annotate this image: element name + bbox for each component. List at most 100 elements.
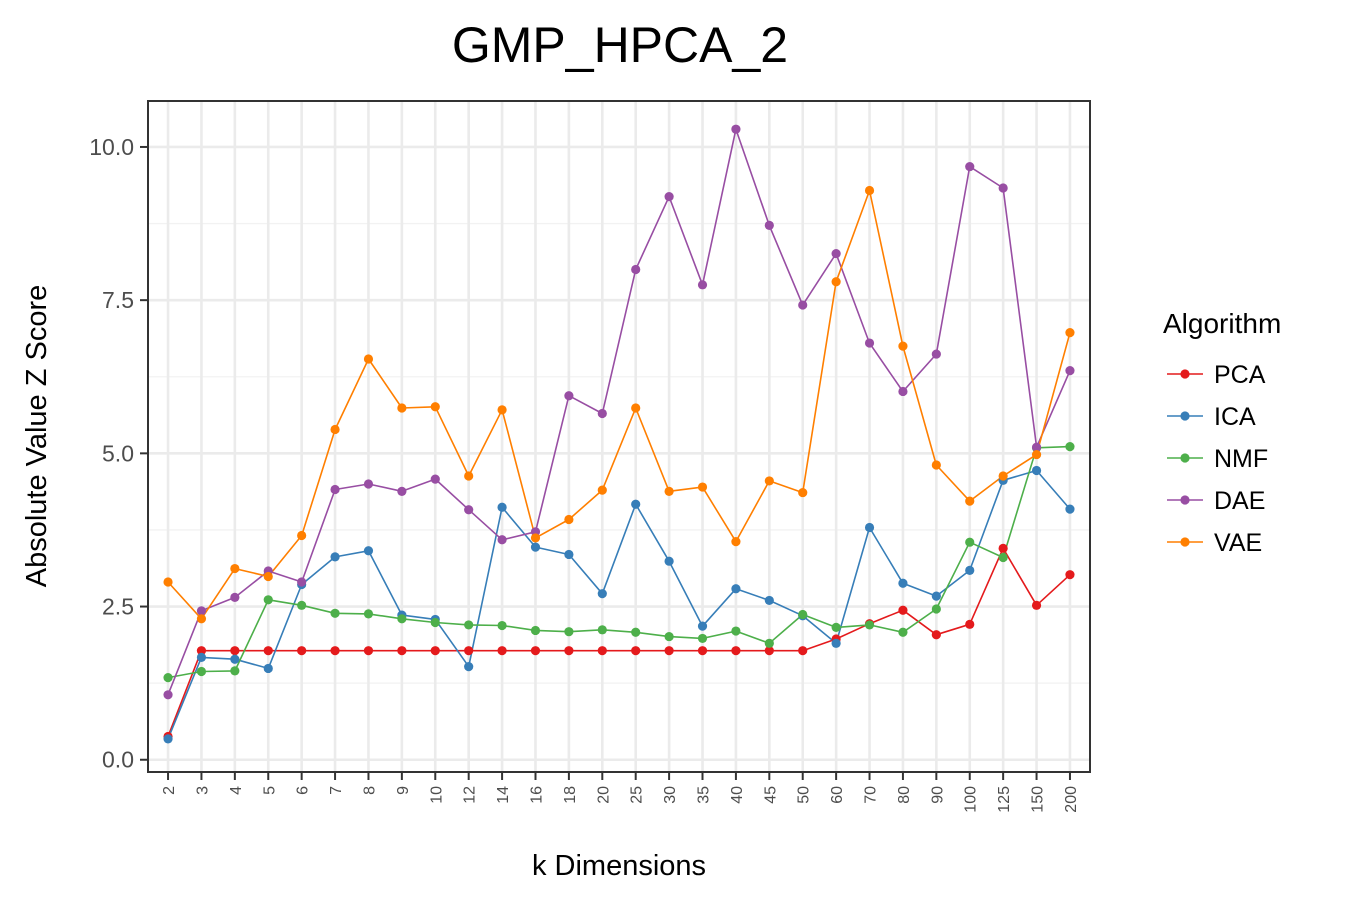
data-point-dae (664, 191, 674, 202)
x-tick-label: 10 (428, 786, 445, 804)
plot-area (147, 100, 1091, 773)
y-axis-title: Absolute Value Z Score (21, 285, 53, 588)
data-point-pca (798, 646, 808, 656)
x-tick-label: 40 (729, 786, 746, 804)
data-point-ica (764, 595, 774, 606)
x-tick-label: 200 (1063, 786, 1080, 813)
data-point-pca (564, 646, 574, 656)
x-tick-label: 60 (829, 786, 846, 804)
x-tick-label: 90 (929, 786, 946, 804)
data-point-nmf (597, 625, 607, 635)
series-line-ica (167, 469, 1071, 740)
data-point-pca (731, 646, 741, 656)
data-point-ica (597, 589, 607, 599)
data-point-dae (998, 183, 1008, 193)
x-axis-title: k Dimensions (532, 850, 706, 882)
data-point-ica (965, 565, 975, 575)
legend-marker-vae (1180, 537, 1190, 547)
data-point-vae (597, 485, 607, 495)
series-line-dae (167, 128, 1071, 696)
data-point-nmf (230, 666, 240, 676)
data-point-pca (664, 646, 674, 656)
x-tick-label: 6 (295, 786, 312, 795)
data-point-pca (230, 646, 240, 656)
data-point-vae (998, 471, 1008, 481)
y-axis: 0.0 2.5 5.0 7.5 10.0 (89, 134, 148, 773)
data-point-vae (764, 476, 774, 486)
x-tick-label: 2 (161, 786, 178, 795)
x-tick-label: 70 (863, 786, 880, 804)
data-point-ica (163, 734, 173, 744)
data-point-nmf (697, 633, 708, 644)
data-point-dae (864, 338, 875, 348)
data-point-dae (764, 220, 774, 230)
data-point-ica (864, 522, 875, 533)
data-point-ica (731, 584, 741, 594)
data-point-dae (1065, 366, 1075, 376)
x-tick-label: 9 (395, 786, 412, 795)
data-point-vae (731, 536, 741, 547)
data-point-nmf (297, 600, 307, 610)
chart-title: GMP_HPCA_2 (452, 17, 788, 73)
data-point-nmf (430, 617, 440, 628)
x-tick-label: 50 (796, 786, 813, 804)
data-point-dae (464, 505, 474, 515)
x-tick-label: 150 (1030, 786, 1047, 813)
x-tick-label: 5 (261, 786, 278, 795)
data-point-ica (831, 638, 841, 648)
data-point-pca (764, 646, 774, 656)
data-point-nmf (196, 666, 207, 677)
plot-border (147, 100, 1091, 773)
data-point-vae (931, 460, 941, 470)
data-point-dae (831, 248, 841, 259)
x-tick-label: 14 (495, 786, 512, 804)
data-point-vae (631, 403, 641, 413)
data-point-nmf (664, 631, 674, 642)
x-tick-label: 3 (194, 786, 211, 795)
x-tick-label: 35 (696, 786, 713, 804)
data-point-pca (464, 646, 474, 656)
data-point-dae (798, 300, 808, 310)
data-point-nmf (831, 622, 841, 632)
data-point-ica (530, 542, 541, 552)
data-point-vae (363, 354, 374, 364)
data-point-pca (397, 646, 407, 656)
data-point-pca (931, 630, 941, 640)
data-point-nmf (764, 638, 774, 648)
data-point-dae (931, 349, 941, 359)
data-point-pca (530, 646, 541, 656)
data-point-dae (430, 474, 440, 484)
data-point-ica (497, 502, 507, 512)
data-point-nmf (731, 626, 741, 636)
data-point-dae (196, 606, 207, 616)
legend-label-ica: ICA (1214, 403, 1256, 431)
x-tick-label: 20 (595, 786, 612, 804)
legend-label-nmf: NMF (1214, 445, 1268, 473)
data-point-dae (163, 690, 173, 700)
data-point-nmf (564, 627, 574, 637)
data-point-pca (297, 646, 307, 656)
data-point-pca (330, 646, 340, 656)
x-tick-label: 45 (762, 786, 779, 804)
legend-items: PCA ICA NMF DAE VAE (1167, 361, 1268, 557)
data-point-pca (965, 619, 975, 629)
data-point-nmf (263, 595, 273, 605)
data-point-ica (1065, 504, 1075, 514)
legend-marker-dae (1180, 495, 1190, 505)
legend-marker-ica (1180, 411, 1190, 421)
data-point-vae (230, 563, 240, 574)
x-tick-label: 25 (629, 786, 646, 804)
data-point-vae (530, 533, 541, 543)
data-point-pca (363, 646, 374, 656)
legend-label-dae: DAE (1214, 487, 1265, 515)
data-point-ica (564, 549, 574, 560)
data-point-vae (397, 403, 407, 413)
data-point-vae (1031, 449, 1042, 460)
data-point-nmf (631, 627, 641, 637)
data-point-nmf (397, 614, 407, 624)
x-tick-label: 30 (662, 786, 679, 804)
series-line-vae (167, 189, 1071, 620)
data-point-nmf (330, 608, 340, 618)
data-point-dae (297, 577, 307, 587)
